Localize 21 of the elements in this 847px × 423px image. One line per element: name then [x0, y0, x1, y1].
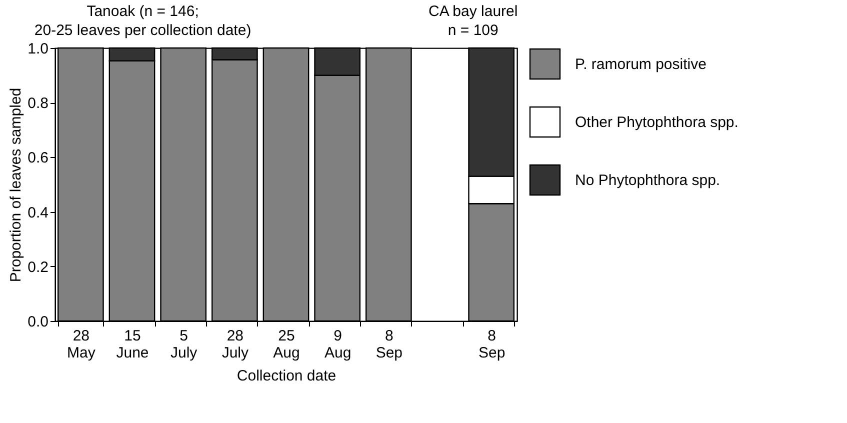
legend-label: No Phytophthora spp. — [575, 172, 720, 189]
y-tick-label: 1.0 — [28, 40, 48, 58]
text: CA bay laurel n = 109 — [428, 3, 518, 39]
x-tick-label: 8 Sep — [376, 328, 403, 362]
x-axis-title: Collection date — [236, 368, 336, 384]
legend-label: P. ramorum positive — [575, 56, 706, 73]
y-tick-label: 0.2 — [28, 258, 48, 276]
y-tick-label: 0.6 — [28, 150, 48, 167]
x-tick-label: 28 May — [66, 328, 96, 362]
y-tick-label: 0.8 — [28, 95, 48, 112]
x-tick-label: 5 July — [170, 328, 198, 362]
x-tick-label: 9 Aug — [324, 328, 352, 362]
x-tick-label: 28 July — [222, 328, 249, 362]
y-tick-label: 0.4 — [28, 204, 48, 222]
x-tick-label: 15 June — [116, 328, 149, 362]
y-axis-title: Proportion of leaves sampled — [8, 88, 25, 282]
x-tick-label: 25 Aug — [273, 328, 300, 362]
legend-label: Other Phytophthora spp. — [575, 114, 738, 131]
x-tick-label: 8 Sep — [478, 328, 506, 362]
text: Tanoak (n = 146; 20-25 leaves per collection date) — [34, 3, 252, 39]
y-tick-label: 0.0 — [28, 314, 48, 330]
